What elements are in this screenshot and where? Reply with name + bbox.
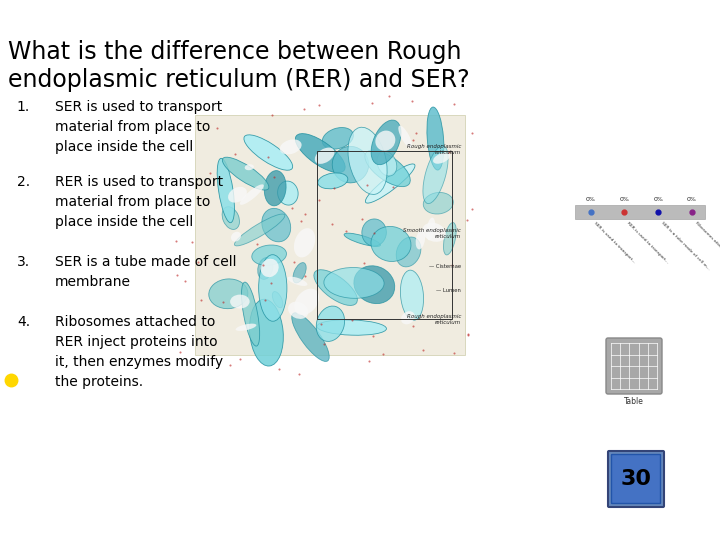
Ellipse shape [288,302,308,319]
Text: Ribosomes attach to RER...: Ribosomes attach to RER... [694,221,720,265]
Ellipse shape [317,320,387,335]
Ellipse shape [264,171,286,206]
Ellipse shape [262,208,291,242]
Ellipse shape [250,299,284,366]
Text: 30: 30 [621,469,652,489]
Text: 1.: 1. [17,100,30,114]
Text: Table: Table [624,397,644,406]
Bar [317,151,451,319]
Ellipse shape [245,164,254,170]
Ellipse shape [415,231,425,249]
Ellipse shape [240,184,264,205]
Text: What is the difference between Rough: What is the difference between Rough [8,40,462,64]
Ellipse shape [433,153,450,164]
Ellipse shape [217,158,235,222]
FancyBboxPatch shape [608,451,664,507]
Text: 0%: 0% [619,197,629,202]
Text: — Cisternae: — Cisternae [429,264,461,269]
Ellipse shape [222,157,269,190]
Ellipse shape [280,139,302,154]
Text: — Lumen: — Lumen [436,288,461,293]
Text: 0%: 0% [653,197,663,202]
Ellipse shape [323,127,354,149]
Ellipse shape [422,222,446,242]
Ellipse shape [401,311,415,325]
Bar [195,115,465,355]
Text: 2.: 2. [17,175,30,189]
Ellipse shape [423,146,448,204]
Text: Ribosomes attached to
RER inject proteins into
it, then enzymes modify
the prote: Ribosomes attached to RER inject protein… [55,315,223,389]
Ellipse shape [278,181,298,205]
FancyBboxPatch shape [611,455,660,503]
Ellipse shape [444,222,456,255]
Ellipse shape [371,120,401,165]
Ellipse shape [324,267,384,298]
Ellipse shape [427,107,444,170]
Ellipse shape [423,192,454,214]
FancyBboxPatch shape [606,338,662,394]
Ellipse shape [362,219,387,246]
Ellipse shape [292,313,329,361]
Ellipse shape [258,255,287,321]
Ellipse shape [365,150,410,187]
Text: RER is used to transport
material from place to
place inside the cell: RER is used to transport material from p… [55,175,223,229]
Text: RER is used to transport...: RER is used to transport... [626,221,670,264]
Ellipse shape [235,323,256,331]
Ellipse shape [295,133,345,173]
Ellipse shape [244,135,293,170]
Ellipse shape [400,270,423,320]
Text: Smooth endoplasmic
reticulum: Smooth endoplasmic reticulum [403,228,461,239]
Ellipse shape [375,131,395,151]
Text: SER is a tube made of cell
membrane: SER is a tube made of cell membrane [55,255,236,289]
Ellipse shape [252,245,287,265]
Ellipse shape [318,173,348,189]
Ellipse shape [316,306,345,341]
Text: endoplasmic reticulum (RER) and SER?: endoplasmic reticulum (RER) and SER? [8,68,469,92]
Ellipse shape [230,295,250,308]
Ellipse shape [287,276,307,286]
Ellipse shape [332,146,369,183]
Ellipse shape [354,266,395,303]
Text: 0%: 0% [687,197,697,202]
Ellipse shape [235,214,285,246]
Text: Rough endoplasmic
reticulum: Rough endoplasmic reticulum [407,314,461,325]
Ellipse shape [377,151,397,176]
Ellipse shape [314,269,357,306]
Ellipse shape [293,262,306,283]
Ellipse shape [371,226,411,261]
Ellipse shape [365,164,415,203]
Ellipse shape [241,282,260,346]
Bar [575,205,705,219]
Text: 4.: 4. [17,315,30,329]
Ellipse shape [258,258,273,279]
Text: 3.: 3. [17,255,30,269]
Ellipse shape [222,207,240,229]
Ellipse shape [261,259,279,277]
Ellipse shape [426,218,435,240]
Text: SER is a tube made of cell m...: SER is a tube made of cell m... [660,221,710,271]
Text: 0%: 0% [585,197,595,202]
Ellipse shape [231,232,241,241]
Ellipse shape [348,127,387,194]
Text: Rough endoplasmic
reticulum: Rough endoplasmic reticulum [407,144,461,154]
Ellipse shape [294,228,315,258]
Ellipse shape [272,292,283,308]
Ellipse shape [315,147,335,164]
Ellipse shape [396,237,421,267]
Ellipse shape [398,126,412,148]
Text: SER is used to transport
material from place to
place inside the cell: SER is used to transport material from p… [55,100,222,154]
Ellipse shape [228,187,247,202]
Ellipse shape [294,289,319,315]
Ellipse shape [344,233,380,246]
Text: SER is used to transport...: SER is used to transport... [593,221,636,264]
Ellipse shape [209,279,248,309]
